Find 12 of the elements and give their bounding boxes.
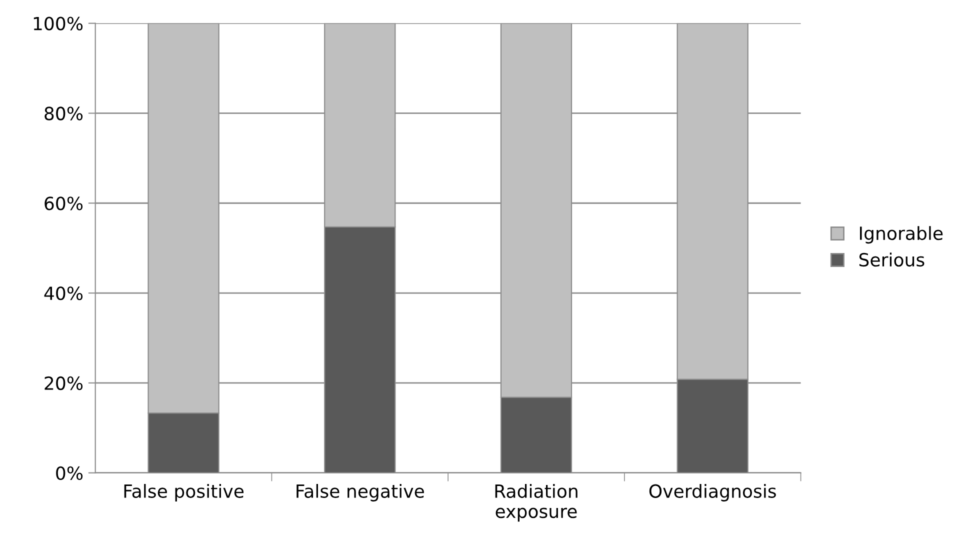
y-tick-label: 100% bbox=[34, 16, 83, 30]
y-tick-label: 0% bbox=[56, 466, 83, 480]
y-tick-label: 40% bbox=[44, 286, 83, 300]
legend-label: Ignorable bbox=[860, 226, 943, 244]
y-tick-label: 80% bbox=[44, 106, 83, 120]
x-tick-label: False positive bbox=[124, 484, 244, 502]
x-tick-label: Radiation exposure bbox=[495, 484, 578, 522]
y-tick-label: 20% bbox=[44, 376, 83, 390]
x-tick-label: False negative bbox=[296, 484, 424, 502]
x-tick-label: Overdiagnosis bbox=[649, 484, 776, 502]
legend-label: Serious bbox=[859, 252, 924, 267]
y-tick-label: 60% bbox=[44, 196, 83, 210]
